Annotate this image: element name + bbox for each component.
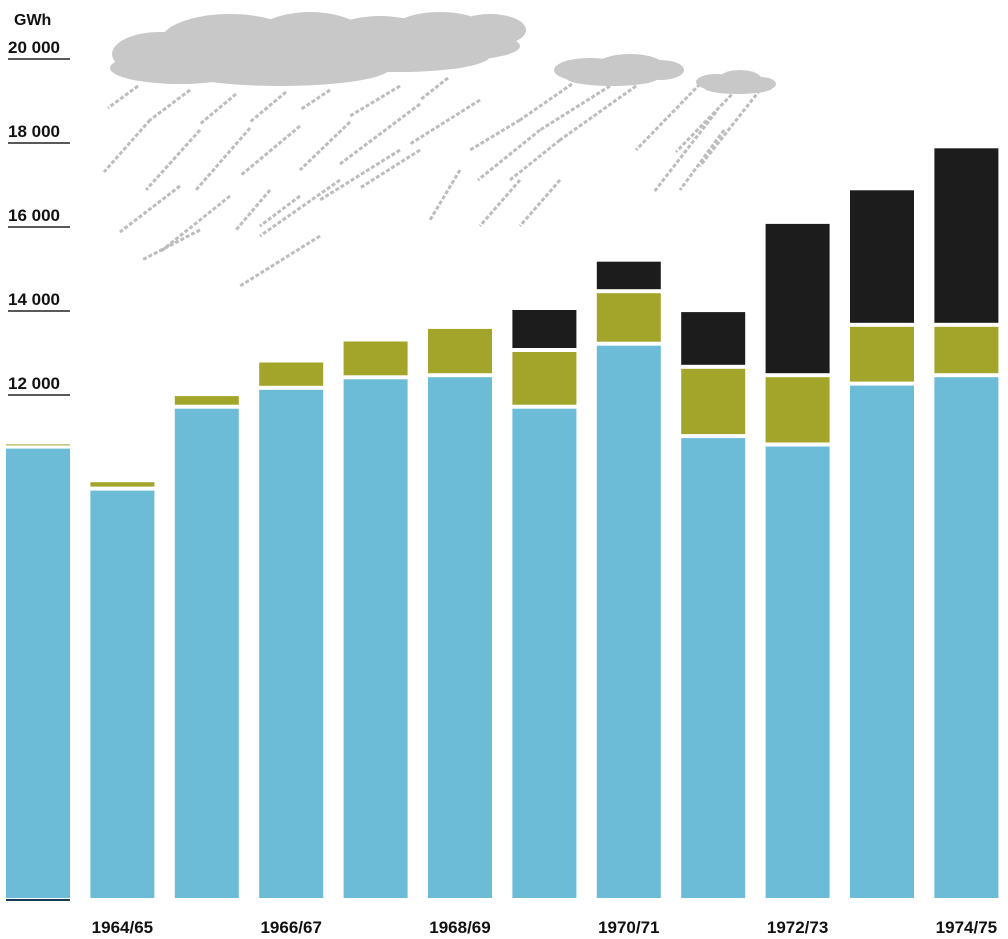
cloud-shape bbox=[566, 70, 658, 86]
rain-streak bbox=[199, 92, 237, 126]
bar-segment-1971-72-s2 bbox=[681, 368, 746, 435]
rain-streak bbox=[519, 82, 573, 122]
bar-segment-1965-66-s1 bbox=[174, 408, 239, 898]
bar-segment-1973-74-s3 bbox=[850, 190, 914, 323]
bar-segment-1964-65-s2 bbox=[90, 482, 155, 487]
bar-segment-1972-73-s1 bbox=[765, 446, 830, 898]
rain-cloud-illustration bbox=[102, 12, 776, 288]
bar-segment-1965-66-s2 bbox=[174, 396, 239, 405]
bar-segment-1973-74-s1 bbox=[850, 385, 914, 899]
bar-segment-1970-71-s1 bbox=[596, 345, 661, 898]
rain-streak bbox=[674, 84, 742, 154]
bar-segment-1963-64-s1 bbox=[6, 448, 70, 898]
rain-streak bbox=[409, 98, 481, 146]
x-tick-label: 1972/73 bbox=[767, 918, 828, 937]
rain-streak bbox=[319, 148, 401, 202]
bar-segment-1966-67-s2 bbox=[259, 362, 324, 386]
x-tick-label: 1974/75 bbox=[936, 918, 997, 937]
bar-segment-1973-74-s2 bbox=[850, 326, 914, 382]
bar-segment-1969-70-s1 bbox=[512, 408, 577, 898]
rain-streak bbox=[259, 178, 341, 238]
cloud-shape bbox=[400, 32, 520, 60]
rain-streak bbox=[194, 127, 252, 191]
bars bbox=[6, 148, 999, 899]
y-tick-label: 18 000 bbox=[8, 122, 60, 141]
bar-segment-1970-71-s3 bbox=[596, 261, 661, 290]
y-tick-label: 20 000 bbox=[8, 38, 60, 57]
rain-streak bbox=[518, 179, 562, 227]
rain-streak bbox=[298, 120, 352, 172]
y-tick-label: 14 000 bbox=[8, 290, 60, 309]
bar-segment-1974-75-s3 bbox=[934, 148, 999, 323]
bar-segment-1969-70-s3 bbox=[512, 310, 577, 348]
rain-streak bbox=[469, 118, 521, 152]
rain-streak bbox=[477, 128, 541, 182]
rain-streak bbox=[339, 102, 421, 166]
rain-streak bbox=[652, 111, 718, 193]
rain-streak bbox=[102, 119, 152, 173]
rain-streak bbox=[559, 84, 637, 142]
rain-streak bbox=[419, 76, 449, 102]
bar-segment-1968-69-s2 bbox=[428, 328, 492, 374]
bar-segment-1972-73-s2 bbox=[765, 377, 830, 443]
x-tick-label: 1970/71 bbox=[598, 918, 659, 937]
y-axis-unit-label: GWh bbox=[14, 12, 51, 29]
rain-streak bbox=[259, 194, 301, 228]
rain-streak bbox=[249, 90, 287, 124]
bar-segment-1972-73-s3 bbox=[765, 223, 830, 374]
rain-streak bbox=[299, 88, 331, 112]
rain-streak bbox=[149, 88, 191, 122]
rain-streak bbox=[698, 89, 762, 167]
x-tick-label: 1966/67 bbox=[260, 918, 321, 937]
rain-streak bbox=[539, 84, 611, 132]
rain-streak bbox=[509, 138, 561, 182]
bar-segment-1967-68-s2 bbox=[343, 341, 408, 376]
rain-streak bbox=[234, 189, 272, 231]
x-axis: 1964/65 1966/67 1968/69 1970/71 1972/73 1974/… bbox=[92, 918, 997, 937]
rain-streak bbox=[349, 84, 401, 118]
rain-streak bbox=[678, 129, 726, 191]
bar-segment-1963-64-s2 bbox=[6, 444, 70, 446]
bar-segment-1974-75-s1 bbox=[934, 377, 999, 898]
x-tick-label: 1968/69 bbox=[429, 918, 490, 937]
cloud-shape bbox=[704, 82, 772, 94]
rain-streak bbox=[159, 194, 231, 254]
bar-segment-1968-69-s1 bbox=[428, 377, 492, 898]
rain-streak bbox=[141, 228, 201, 262]
rain-streak bbox=[119, 184, 181, 234]
bar-segment-1974-75-s2 bbox=[934, 326, 999, 374]
bar-segment-1969-70-s2 bbox=[512, 352, 577, 405]
bar-segment-1971-72-s3 bbox=[681, 312, 746, 365]
bar-segment-1967-68-s1 bbox=[343, 379, 408, 898]
bar-segment-1971-72-s1 bbox=[681, 438, 746, 898]
rain-streak bbox=[239, 124, 301, 178]
rain-streak bbox=[107, 84, 139, 110]
rain-streak bbox=[144, 128, 202, 192]
bar-segment-1966-67-s1 bbox=[259, 389, 324, 898]
y-tick-label: 12 000 bbox=[8, 374, 60, 393]
rain-streak bbox=[478, 179, 522, 227]
bar-segment-1964-65-s1 bbox=[90, 490, 155, 898]
rain-streak bbox=[239, 234, 321, 288]
bar-segment-1970-71-s2 bbox=[596, 293, 661, 342]
rain-streak bbox=[634, 82, 702, 152]
rain-streak bbox=[428, 169, 462, 221]
x-tick-label: 1964/65 bbox=[92, 918, 153, 937]
y-tick-label: 16 000 bbox=[8, 206, 60, 225]
